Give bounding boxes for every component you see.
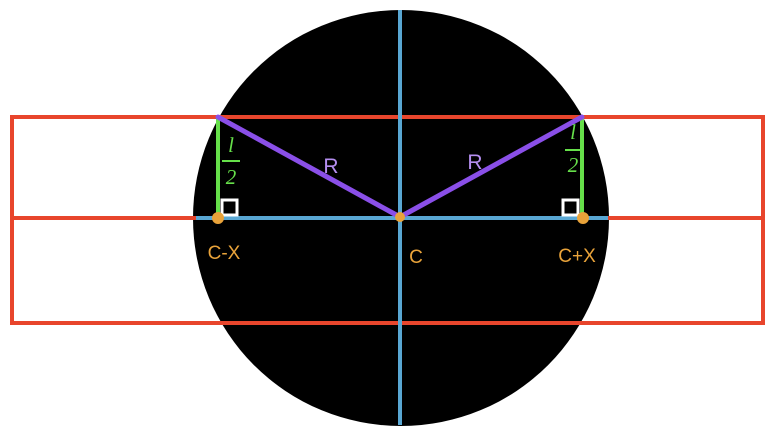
radius-label-right: R bbox=[467, 151, 482, 174]
point-c bbox=[395, 212, 405, 222]
radius-label-left: R bbox=[323, 155, 338, 178]
fraction-denominator-left: 2 bbox=[226, 165, 237, 189]
point-label-c-plus-x: C+X bbox=[558, 246, 596, 267]
point-c-plus-x bbox=[577, 212, 589, 224]
fraction-denominator-right: 2 bbox=[568, 153, 579, 177]
point-label-c-minus-x: C-X bbox=[208, 243, 241, 264]
point-label-c: C bbox=[409, 247, 423, 268]
fraction-numerator-right: l bbox=[570, 120, 576, 144]
point-c-minus-x bbox=[212, 212, 224, 224]
fraction-numerator-left: l bbox=[228, 133, 234, 157]
